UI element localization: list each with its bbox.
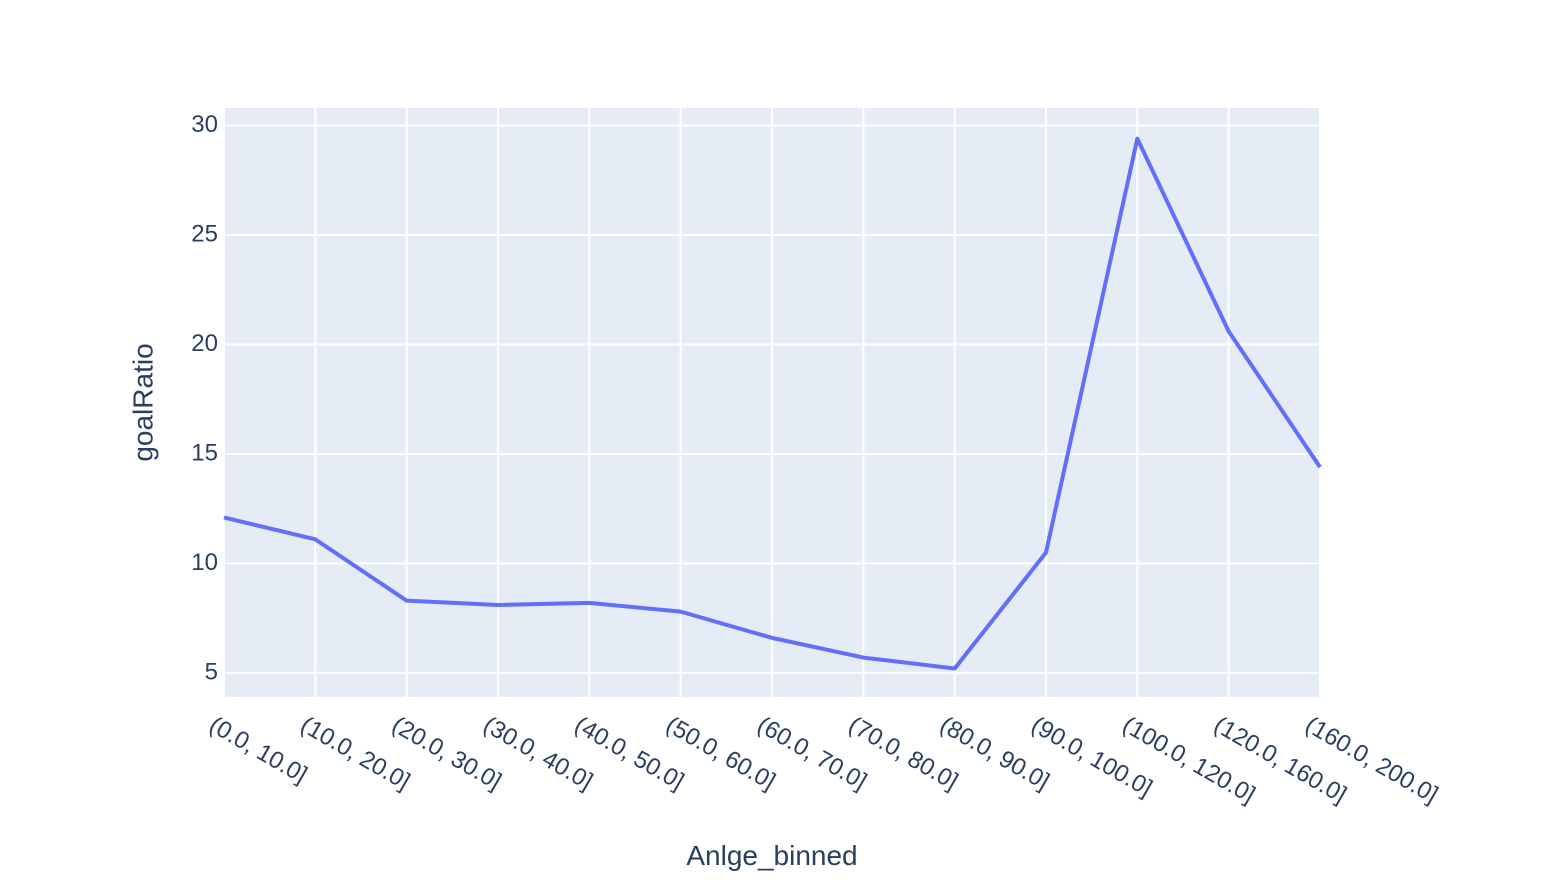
x-axis-ticks: (0.0, 10.0](10.0, 20.0](20.0, 30.0](30.0…: [205, 711, 1443, 808]
y-tick-label: 20: [191, 330, 218, 357]
y-axis-title: goalRatio: [127, 343, 158, 461]
series-layer: [223, 136, 1322, 671]
x-tick-label: (0.0, 10.0]: [205, 711, 312, 788]
grid-lines: [223, 108, 1321, 697]
series-line: [223, 136, 1322, 671]
y-axis-ticks: 5 10 15 20 25 30: [191, 111, 218, 685]
y-tick-label: 10: [191, 549, 218, 576]
y-tick-label: 15: [191, 439, 218, 466]
y-tick-label: 5: [205, 658, 218, 685]
y-tick-label: 25: [191, 220, 218, 247]
y-tick-label: 30: [191, 111, 218, 138]
x-axis-title: Anlge_binned: [686, 840, 857, 871]
